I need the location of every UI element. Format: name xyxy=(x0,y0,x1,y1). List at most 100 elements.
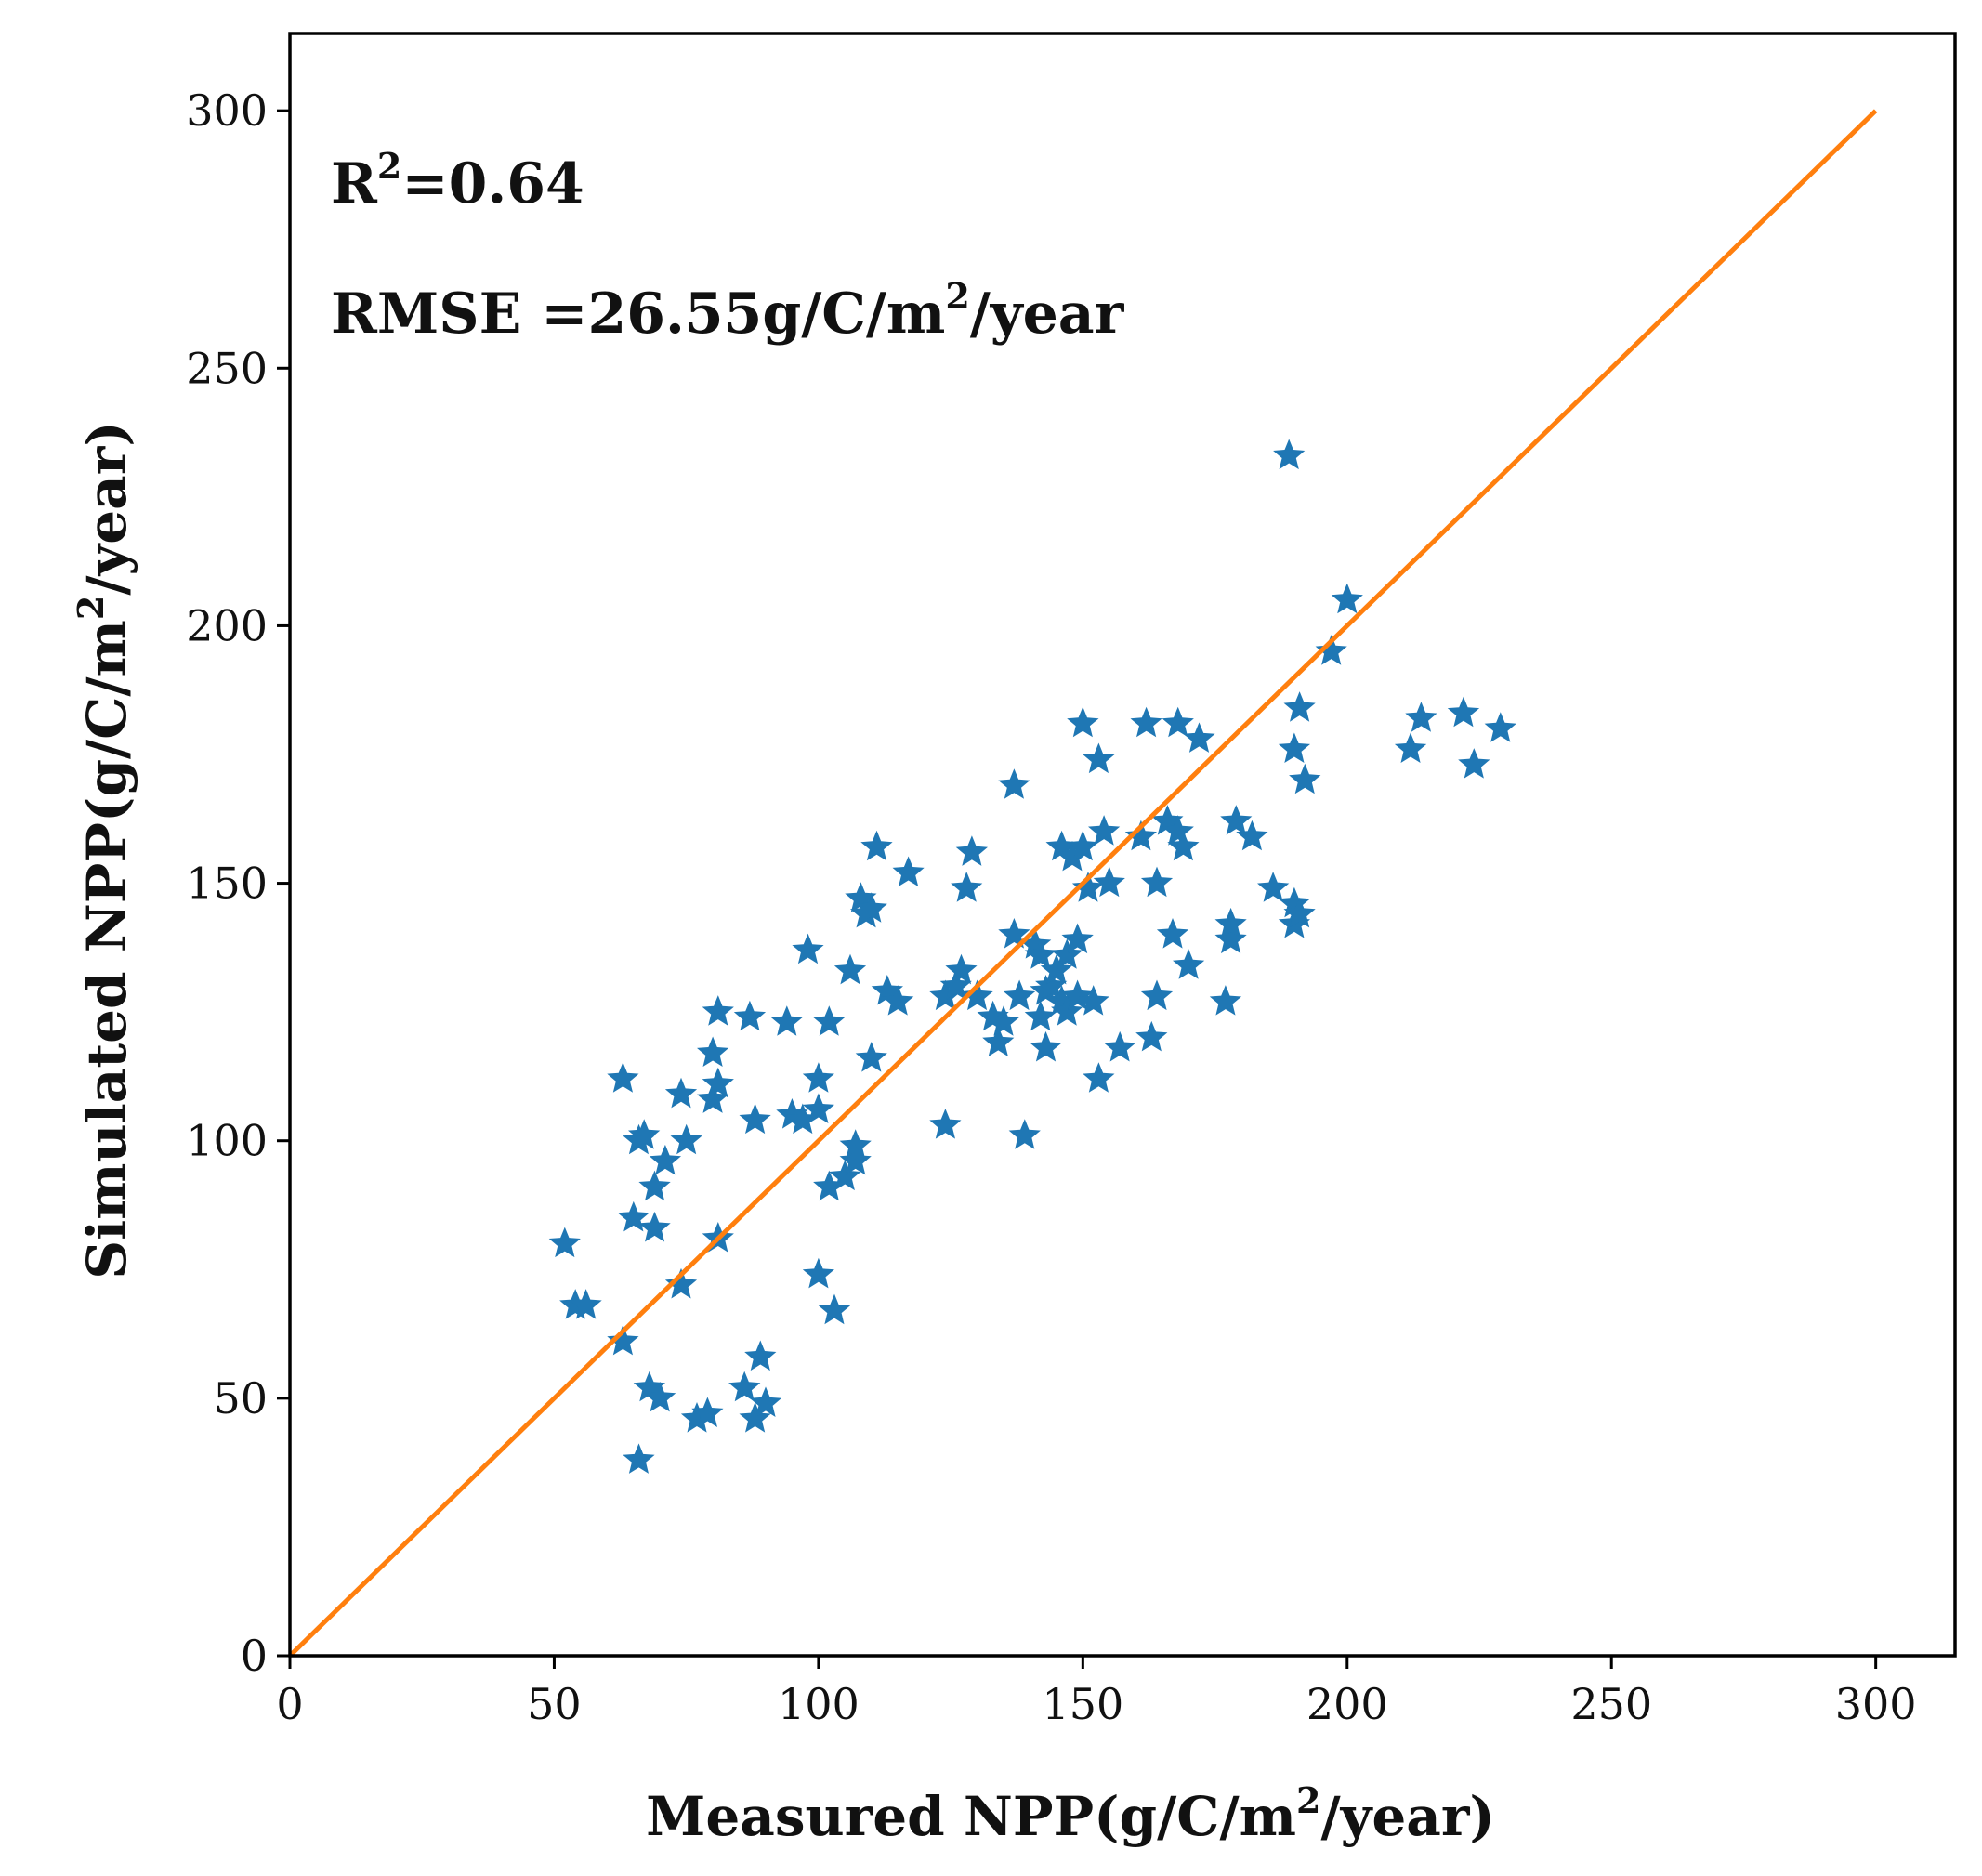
data-point xyxy=(1214,907,1247,938)
data-point xyxy=(802,1062,834,1093)
data-point xyxy=(1008,1119,1041,1149)
data-point xyxy=(1156,918,1189,949)
data-point xyxy=(1088,815,1121,846)
x-tick-label: 300 xyxy=(1835,1679,1917,1729)
axis-ticks: 0 50 100 150 200 250 300 0 50 100 150 200 250 300 xyxy=(186,85,1916,1729)
data-point xyxy=(929,979,962,1011)
rmse-annotation: RMSE =26.55g/C/m2/year xyxy=(331,275,1125,347)
r2-annotation: R2=0.64 xyxy=(331,145,584,216)
data-point xyxy=(770,1005,803,1036)
data-point xyxy=(1447,696,1480,728)
data-point xyxy=(1162,706,1194,738)
data-point xyxy=(1283,897,1316,928)
data-point xyxy=(929,1109,962,1139)
data-point xyxy=(1484,712,1516,742)
y-tick-label: 50 xyxy=(213,1373,268,1423)
data-point xyxy=(1167,830,1200,861)
plot-marks xyxy=(288,109,1878,1658)
data-point xyxy=(728,1371,761,1402)
data-point xyxy=(1056,840,1089,872)
data-point xyxy=(818,1293,851,1325)
data-point xyxy=(1162,815,1194,846)
data-point xyxy=(1024,1000,1057,1031)
data-point xyxy=(860,830,893,861)
data-point xyxy=(1214,923,1247,954)
data-point xyxy=(1067,706,1099,738)
data-point xyxy=(1077,985,1109,1016)
y-tick-label: 0 xyxy=(241,1631,268,1681)
data-point xyxy=(998,768,1030,799)
plot-frame xyxy=(288,32,1957,1658)
y-axis-title: Simulated NPP(g/C/m2/year) xyxy=(70,421,138,1279)
data-point xyxy=(829,1160,861,1191)
data-point xyxy=(749,1386,782,1417)
data-point xyxy=(1130,706,1162,738)
data-point xyxy=(1236,820,1268,851)
y-tick-label: 200 xyxy=(186,600,268,650)
data-point xyxy=(664,1267,698,1299)
data-point xyxy=(691,1397,724,1427)
data-point xyxy=(638,1211,671,1242)
data-point xyxy=(792,933,824,964)
data-point xyxy=(638,1170,671,1201)
data-point xyxy=(786,1103,819,1135)
data-point xyxy=(744,1340,777,1371)
data-point xyxy=(813,1170,846,1201)
data-point xyxy=(855,1042,887,1072)
data-point xyxy=(1040,953,1072,985)
data-point xyxy=(1030,1030,1062,1062)
data-point xyxy=(1003,979,1036,1011)
data-point xyxy=(1315,635,1347,665)
data-point xyxy=(833,953,867,985)
data-point xyxy=(802,1093,834,1123)
data-point xyxy=(680,1402,714,1433)
data-point xyxy=(649,1144,681,1175)
data-point xyxy=(1273,439,1306,470)
data-point xyxy=(882,985,914,1016)
data-point xyxy=(982,1026,1015,1056)
data-point xyxy=(570,1289,602,1319)
data-point xyxy=(1083,742,1115,774)
data-point xyxy=(697,1036,729,1067)
data-point xyxy=(1104,1030,1136,1062)
data-point xyxy=(739,1103,771,1135)
data-point xyxy=(1394,732,1427,763)
data-point xyxy=(1140,979,1174,1011)
one-to-one-line xyxy=(288,109,1878,1658)
data-point xyxy=(1067,830,1099,861)
data-point xyxy=(1331,583,1363,614)
data-point xyxy=(1140,866,1174,898)
data-point xyxy=(1061,923,1094,954)
data-point xyxy=(1405,702,1437,732)
data-point xyxy=(733,1000,767,1031)
data-point xyxy=(607,1062,639,1093)
x-tick-label: 0 xyxy=(276,1679,303,1729)
data-point xyxy=(1283,691,1316,722)
data-point xyxy=(1458,748,1490,779)
data-point xyxy=(702,995,734,1026)
data-point xyxy=(1278,732,1310,763)
y-tick-label: 250 xyxy=(186,343,268,393)
data-point xyxy=(945,953,978,985)
data-point xyxy=(1135,1020,1168,1052)
data-point xyxy=(1093,866,1125,898)
y-tick-label: 150 xyxy=(186,859,268,909)
data-point xyxy=(1209,985,1242,1016)
x-tick-label: 50 xyxy=(527,1679,582,1729)
data-point xyxy=(670,1123,702,1155)
data-point xyxy=(802,1257,834,1289)
y-tick-label: 100 xyxy=(186,1116,268,1166)
data-point xyxy=(951,872,983,902)
data-point xyxy=(1257,872,1290,902)
data-point xyxy=(702,1067,734,1098)
data-point xyxy=(987,1005,1020,1036)
data-point xyxy=(1071,872,1105,902)
data-point xyxy=(548,1227,581,1258)
data-point xyxy=(739,1402,771,1433)
data-point xyxy=(1124,820,1157,851)
data-point xyxy=(955,835,988,866)
x-axis-title: Measured NPP(g/C/m2/year) xyxy=(646,1779,1495,1848)
